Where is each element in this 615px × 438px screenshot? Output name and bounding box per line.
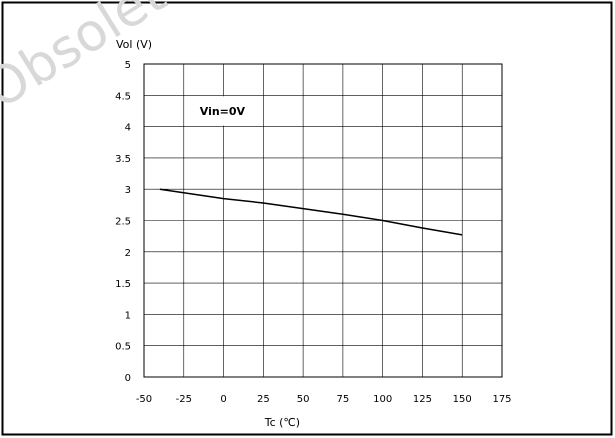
tick-labels: -50 -25 0 25 50 75 100 125 150 175 0 0.5 1 1.5 2 2.5 3 3.… bbox=[115, 60, 511, 405]
y-tick-label: 1 bbox=[125, 310, 131, 321]
x-tick-label: 0 bbox=[220, 394, 226, 405]
x-tick-label: -25 bbox=[176, 394, 192, 405]
series bbox=[159, 188, 463, 236]
y-tick-label: 4 bbox=[125, 123, 131, 134]
x-axis-title: Tc (℃) bbox=[264, 416, 300, 429]
plot-area-border bbox=[143, 63, 503, 378]
annotation-label: Vin=0V bbox=[200, 105, 246, 118]
watermark: Obsolete bbox=[0, 0, 203, 121]
series-line bbox=[159, 188, 463, 236]
x-tick-label: 75 bbox=[337, 394, 350, 405]
y-tick-label: 3 bbox=[125, 185, 131, 196]
y-tick-label: 2.5 bbox=[115, 217, 131, 228]
x-tick-label: 175 bbox=[492, 394, 511, 405]
y-tick-label: 1.5 bbox=[115, 279, 131, 290]
x-tick-label: -50 bbox=[136, 394, 152, 405]
annotation-box: Vin=0V bbox=[184, 96, 263, 126]
y-tick-label: 0 bbox=[125, 373, 131, 384]
x-tick-label: 50 bbox=[297, 394, 310, 405]
x-tick-label: 100 bbox=[373, 394, 392, 405]
y-axis-title: Vol (V) bbox=[116, 38, 152, 51]
y-tick-label: 2 bbox=[125, 248, 131, 259]
y-tick-label: 3.5 bbox=[115, 154, 131, 165]
y-tick-label: 5 bbox=[125, 60, 131, 71]
x-tick-label: 125 bbox=[413, 394, 432, 405]
annotation-background bbox=[184, 96, 263, 126]
x-tick-label: 150 bbox=[453, 394, 472, 405]
x-tick-label: 25 bbox=[257, 394, 270, 405]
y-tick-label: 0.5 bbox=[115, 342, 131, 353]
chart: -50 -25 0 25 50 75 100 125 150 175 0 0.5 1 1.5 2 2.5 3 3.… bbox=[115, 38, 511, 429]
y-tick-label: 4.5 bbox=[115, 91, 131, 102]
